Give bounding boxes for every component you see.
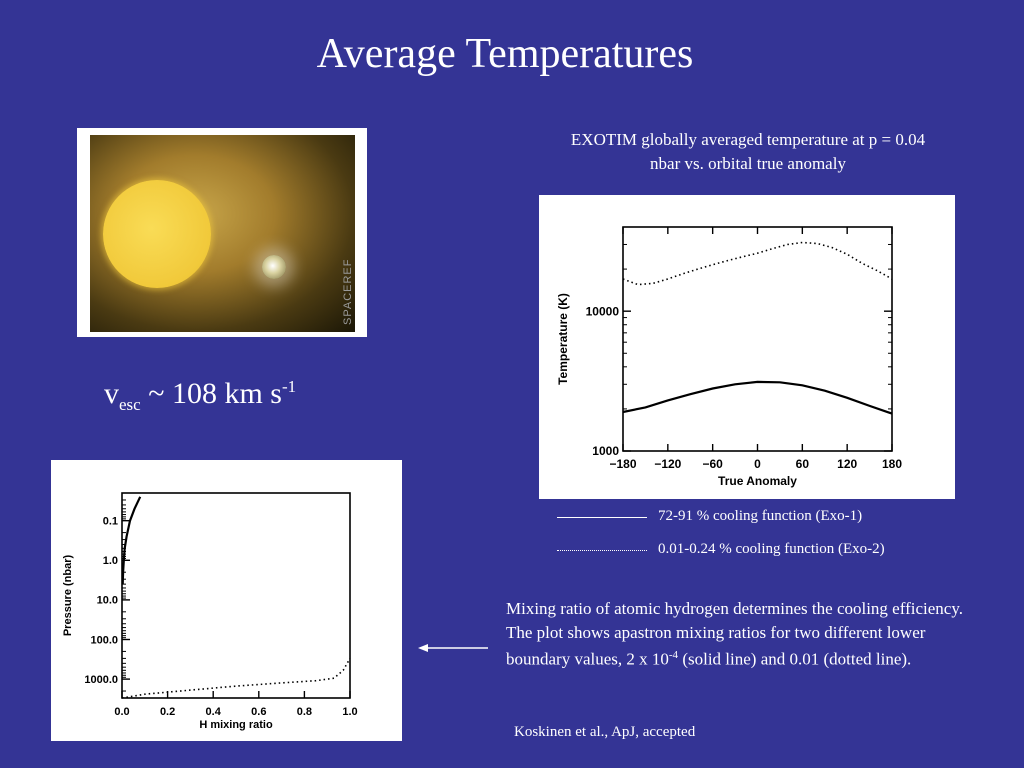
y-tick-label: 1.0 <box>103 555 118 567</box>
x-tick-label: 0 <box>754 457 761 471</box>
arrow-left-icon <box>418 644 488 652</box>
x-tick-label: 60 <box>796 457 810 471</box>
image-watermark: SPACEREF <box>342 258 354 325</box>
vesc-superscript: -1 <box>281 377 297 396</box>
vesc-subscript: esc <box>119 395 141 414</box>
series-line-dotted <box>622 241 893 286</box>
temperature-caption: EXOTIM globally averaged temperature at … <box>528 128 968 176</box>
y-tick-label: 0.1 <box>103 516 118 528</box>
mixing-ratio-chart: 0.0 0.2 0.4 0.6 0.8 1.0 0.1 1.0 10.0 100.0 1000.0 H… <box>62 492 358 731</box>
mix-text-part2: (solid line) and 0.01 (dotted line). <box>678 649 912 669</box>
x-tick-label: −60 <box>702 457 723 471</box>
x-tick-label: 0.2 <box>160 706 175 718</box>
plot-frame <box>121 492 351 699</box>
escape-velocity-text: vesc ~ 108 km s-1 <box>104 377 296 415</box>
x-tick-label: 0.4 <box>206 706 222 718</box>
series-line-solid <box>622 380 893 415</box>
x-tick-label: 0.0 <box>114 706 129 718</box>
temperature-caption-line2: nbar vs. orbital true anomaly <box>650 154 846 173</box>
mix-text-part1: Mixing ratio of atomic hydrogen determin… <box>506 599 963 669</box>
slide-title: Average Temperatures <box>316 31 694 77</box>
temperature-chart-panel: −180 −120 −60 0 60 120 180 1000 10000 True Anomal… <box>539 195 955 499</box>
mixing-ratio-description: Mixing ratio of atomic hydrogen determin… <box>506 597 966 671</box>
legend-dotted-label: 0.01-0.24 % cooling function (Exo-2) <box>658 541 885 557</box>
y-tick-label: 1000.0 <box>84 674 118 686</box>
mix-text-exponent: -4 <box>668 649 679 661</box>
y-axis-title: Pressure (nbar) <box>62 555 74 637</box>
x-tick-label: −120 <box>654 457 681 471</box>
x-tick-label: 1.0 <box>342 706 357 718</box>
x-tick-label: 0.6 <box>251 706 266 718</box>
y-axis-title: Temperature (K) <box>556 293 570 385</box>
x-tick-label: 120 <box>837 457 857 471</box>
x-tick-label: 180 <box>882 457 902 471</box>
vesc-value: ~ 108 km s <box>140 377 282 410</box>
series-line-solid <box>121 496 142 585</box>
temperature-caption-line1: EXOTIM globally averaged temperature at … <box>570 130 926 149</box>
x-axis-title: H mixing ratio <box>199 719 273 731</box>
x-tick-label: −180 <box>609 457 636 471</box>
plot-frame <box>622 226 893 452</box>
y-tick-label: 10.0 <box>97 595 118 607</box>
y-tick-label: 100.0 <box>90 634 118 646</box>
planet-disc <box>262 255 286 279</box>
y-tick-label: 1000 <box>592 444 619 458</box>
citation: Koskinen et al., ApJ, accepted <box>514 724 696 740</box>
y-tick-label: 10000 <box>586 304 620 318</box>
legend-dotted-line <box>557 550 647 551</box>
temperature-chart: −180 −120 −60 0 60 120 180 1000 10000 True Anomal… <box>556 226 902 488</box>
vesc-v: v <box>104 377 119 410</box>
legend-solid-label: 72-91 % cooling function (Exo-1) <box>658 508 863 524</box>
series-line-dotted <box>121 658 351 699</box>
star-planet-image: SPACEREF <box>77 128 367 337</box>
mixing-chart-panel: 0.0 0.2 0.4 0.6 0.8 1.0 0.1 1.0 10.0 100.0 1000.0 H… <box>51 460 402 741</box>
x-tick-label: 0.8 <box>297 706 312 718</box>
image-background: SPACEREF <box>90 135 355 332</box>
x-axis-title: True Anomaly <box>718 474 797 488</box>
star-disc <box>103 180 211 288</box>
legend-solid-line <box>557 517 647 518</box>
